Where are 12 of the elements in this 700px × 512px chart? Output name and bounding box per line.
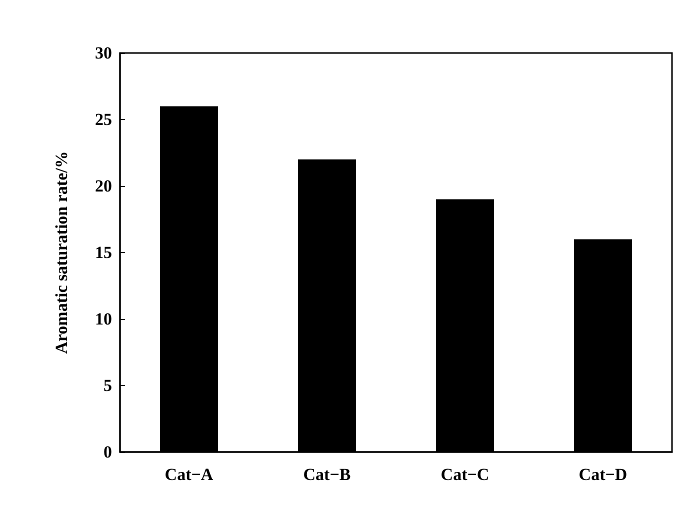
y-axis-title: Aromatic saturation rate/% [52,151,71,354]
y-tick-label: 5 [104,376,112,395]
y-tick-label: 0 [104,442,112,462]
y-tick-label: 15 [95,243,112,262]
x-tick-label: Cat−C [440,465,490,484]
y-tick-label: 30 [95,44,112,62]
y-tick-label: 10 [95,310,112,328]
y-tick-label: 20 [95,176,112,196]
x-tick-label: Cat−D [578,465,628,484]
x-tick-label: Cat−B [303,465,351,484]
y-tick-label: 25 [95,110,112,129]
x-tick-label: Cat−A [164,465,214,484]
